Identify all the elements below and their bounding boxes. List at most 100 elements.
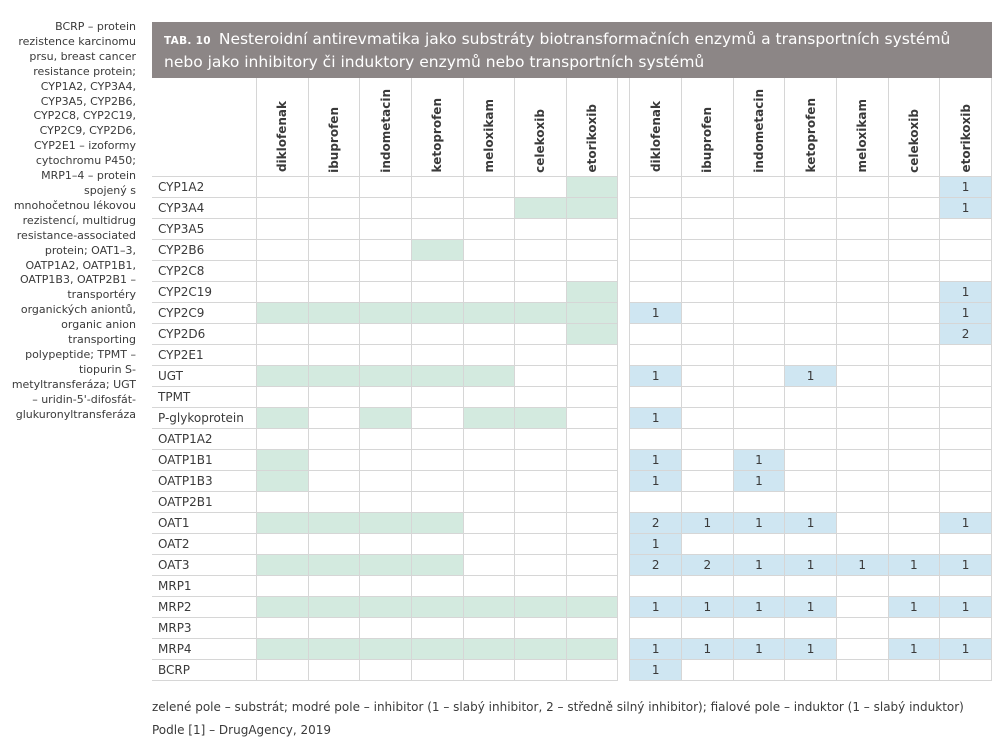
substrate-cell: [359, 553, 412, 576]
group-spacer: [617, 197, 631, 218]
group-spacer: [617, 365, 631, 386]
inhibitor-cell: [835, 595, 889, 618]
group-spacer: [617, 638, 631, 659]
substrate-col-header: etorikoxib: [565, 78, 619, 177]
inhibitor-cell: [784, 490, 837, 513]
inhibitor-cell: [732, 364, 786, 387]
substrate-cell: [307, 217, 361, 240]
substrate-cell: [359, 385, 412, 408]
row-label: OATP1B1: [152, 448, 257, 471]
group-spacer: [617, 491, 631, 512]
substrate-cell: [462, 406, 516, 429]
substrate-cell: [514, 280, 567, 303]
inhibitor-cell: [784, 196, 837, 219]
group-spacer: [617, 617, 631, 638]
drug-name: indometacin: [378, 88, 393, 173]
inhibitor-cell: [784, 385, 837, 408]
inhibitor-cell: [784, 343, 837, 366]
group-spacer: [617, 239, 631, 260]
substrate-cell: [565, 616, 619, 639]
drug-name: diklofenak: [648, 101, 663, 173]
substrate-cell: [462, 322, 516, 345]
group-spacer: [617, 470, 631, 491]
inhibitor-cell: [835, 658, 889, 681]
row-label: MRP4: [152, 637, 257, 660]
substrate-cell: [462, 280, 516, 303]
inhibitor-cell: [939, 343, 992, 366]
substrate-cell: [307, 553, 361, 576]
inhibitor-cell: [939, 406, 992, 429]
inhibitor-cell: 1: [784, 637, 837, 660]
substrate-cell: [410, 553, 464, 576]
inhibitor-cell: 1: [887, 637, 941, 660]
inhibitor-cell: [939, 616, 992, 639]
table-row: P-glykoprotein 1: [152, 406, 992, 429]
inhibitor-cell: [732, 490, 786, 513]
row-label: BCRP: [152, 658, 257, 681]
inhibitor-cell: [681, 658, 734, 681]
inhibitor-cell: [887, 280, 941, 303]
inhibitor-cell: 1: [629, 469, 683, 492]
inhibitor-cell: [681, 574, 734, 597]
row-label: CYP2B6: [152, 238, 257, 261]
table-row: MRP4 1 1 1 1 1 1: [152, 637, 992, 660]
inhibitor-cell: [629, 322, 683, 345]
substrate-cell: [359, 469, 412, 492]
inhibitor-cell: [887, 511, 941, 534]
group-spacer: [617, 260, 631, 281]
inhibitor-cell: [784, 616, 837, 639]
inhibitor-cell: 1: [939, 637, 992, 660]
inhibitor-cell: 1: [629, 406, 683, 429]
inhibitor-cell: 2: [629, 553, 683, 576]
substrate-cell: [514, 511, 567, 534]
group-spacer: [617, 218, 631, 239]
inhibitor-cell: [629, 238, 683, 261]
inhibitor-cell: 1: [939, 553, 992, 576]
substrate-cell: [307, 595, 361, 618]
inhibitor-cell: [887, 616, 941, 639]
inhibitor-cell: [835, 490, 889, 513]
substrate-cell: [565, 343, 619, 366]
substrate-col-header: meloxikam: [462, 78, 516, 177]
row-label: CYP2C19: [152, 280, 257, 303]
substrate-cell: [410, 196, 464, 219]
inhibitor-cell: 2: [629, 511, 683, 534]
inhibitor-cell: 1: [732, 511, 786, 534]
group-spacer: [617, 659, 631, 680]
row-label: UGT: [152, 364, 257, 387]
inhibitor-cell: 1: [732, 595, 786, 618]
inhibitor-cell: [887, 427, 941, 450]
drug-name: ibuprofen: [700, 106, 715, 173]
row-label: CYP1A2: [152, 175, 257, 198]
substrate-cell: [565, 259, 619, 282]
inhibitor-cell: [939, 427, 992, 450]
substrate-cell: [307, 259, 361, 282]
inhibitor-cell: [681, 175, 734, 198]
inhibitor-cell: 1: [732, 553, 786, 576]
substrate-cell: [307, 616, 361, 639]
group-spacer: [617, 344, 631, 365]
inhibitor-cell: [835, 616, 889, 639]
group-spacer: [617, 554, 631, 575]
substrate-cell: [256, 238, 309, 261]
substrate-cell: [565, 280, 619, 303]
substrate-cell: [565, 511, 619, 534]
substrate-cell: [410, 616, 464, 639]
substrate-cell: [462, 196, 516, 219]
inhibitor-cell: [681, 217, 734, 240]
inhibitor-cell: [835, 301, 889, 324]
substrate-col-header: ibuprofen: [307, 78, 361, 177]
substrate-cell: [462, 238, 516, 261]
inhibitor-cell: [681, 406, 734, 429]
table-row: OAT3 2 2 1 1 1 1 1: [152, 553, 992, 576]
inhibitor-cell: [681, 469, 734, 492]
inhibitor-cell: [887, 448, 941, 471]
row-label: OATP2B1: [152, 490, 257, 513]
inhibitor-cell: [939, 259, 992, 282]
inhibitor-cell: 1: [629, 448, 683, 471]
substrate-cell: [256, 658, 309, 681]
row-label: P-glykoprotein: [152, 406, 257, 429]
row-label: CYP3A4: [152, 196, 257, 219]
inhibitor-cell: [732, 616, 786, 639]
inhibitor-cell: [629, 196, 683, 219]
